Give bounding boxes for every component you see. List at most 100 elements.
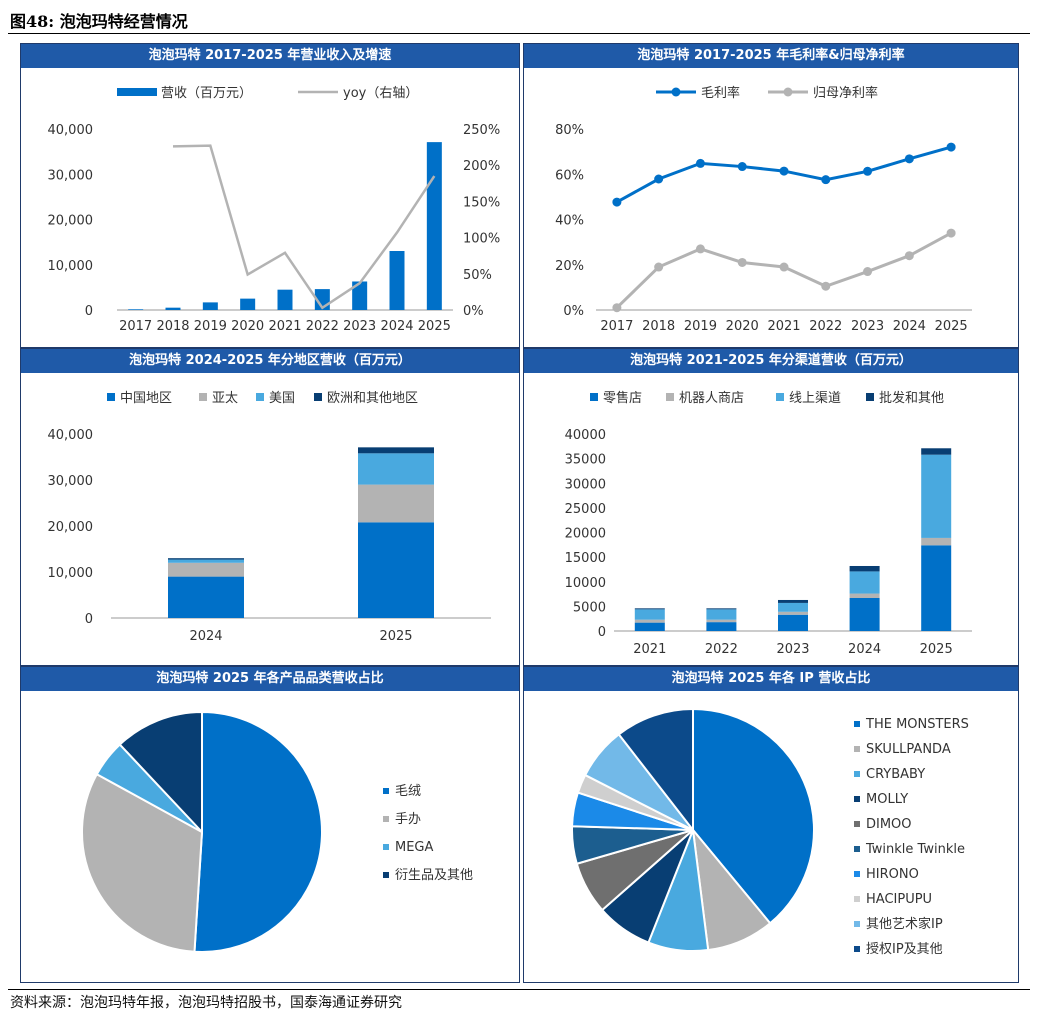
data-point <box>821 175 831 185</box>
x-tick-label: 2025 <box>379 629 412 644</box>
data-point <box>779 262 789 272</box>
stacked-bar-segment <box>634 619 665 623</box>
revenue-bar <box>426 142 442 310</box>
x-tick-label: 2018 <box>642 319 675 334</box>
legend-label: Twinkle Twinkle <box>865 842 965 857</box>
legend-label: 手办 <box>395 812 421 827</box>
y-tick-label: 0 <box>85 612 93 627</box>
stacked-bar-segment <box>168 558 244 560</box>
legend-label: HACIPUPU <box>866 892 932 907</box>
revenue-bar <box>352 281 368 310</box>
stacked-bar-segment <box>921 537 952 546</box>
y-tick-label: 40000 <box>565 428 606 443</box>
data-point <box>863 267 873 277</box>
y-right-tick-label: 50% <box>463 268 492 283</box>
legend-swatch <box>383 788 389 794</box>
data-point <box>654 174 664 184</box>
data-point <box>737 257 747 267</box>
legend-label: 衍生品及其他 <box>395 868 473 883</box>
legend-swatch <box>199 393 207 401</box>
y-tick-label: 15000 <box>565 551 606 566</box>
x-tick-label: 2021 <box>767 319 800 334</box>
y-right-tick-label: 150% <box>463 195 500 210</box>
data-point <box>695 244 705 254</box>
y-tick-label: 20% <box>555 259 584 274</box>
y-tick-label: 20000 <box>565 527 606 542</box>
x-tick-label: 2025 <box>920 642 953 657</box>
pie-slice <box>81 772 204 953</box>
x-tick-label: 2020 <box>231 319 264 334</box>
stacked-bar-segment <box>168 576 244 618</box>
legend-swatch <box>854 921 860 927</box>
legend-swatch <box>854 871 860 877</box>
legend-label: 批发和其他 <box>879 390 944 406</box>
data-point <box>904 154 914 164</box>
pie-slice <box>692 707 815 925</box>
panel-margins: 泡泡玛特 2017-2025 年毛利率&归母净利率 0% 20% 40% 60% 80%… <box>523 43 1019 348</box>
y-tick-label: 40,000 <box>48 428 94 443</box>
legend-swatch <box>854 771 860 777</box>
stacked-bar-segment <box>849 565 880 572</box>
y-tick-label: 30000 <box>565 477 606 492</box>
y-tick-label: 60% <box>555 168 584 183</box>
stacked-bar-segment <box>634 622 665 631</box>
y-left-tick-label: 30,000 <box>48 168 94 183</box>
revenue-bar <box>277 289 293 310</box>
data-point <box>612 303 622 313</box>
legend-label: 归母净利率 <box>813 85 878 101</box>
data-point <box>612 197 622 207</box>
y-tick-label: 20,000 <box>48 520 94 535</box>
ip-chart: THE MONSTERS SKULLPANDA CRYBABY MOLLY DIMOO T… <box>571 707 969 957</box>
data-point <box>779 166 789 176</box>
revenue-chart: 0 10,000 20,000 30,000 40,000 0% 50% 100% 150% 20… <box>48 86 501 334</box>
stacked-bar-segment <box>921 545 952 631</box>
panel-title: 泡泡玛特 2025 年各 IP 营收占比 <box>524 667 1018 691</box>
panel-title: 泡泡玛特 2021-2025 年分渠道营收（百万元） <box>524 349 1018 373</box>
revenue-bar <box>165 307 181 310</box>
stacked-bar-segment <box>358 484 434 523</box>
legend-label: 零售店 <box>603 390 642 406</box>
x-tick-label: 2020 <box>726 319 759 334</box>
legend-swatch <box>107 393 115 401</box>
y-tick-label: 10,000 <box>48 566 94 581</box>
stacked-bar-segment <box>634 609 665 620</box>
legend-swatch <box>383 816 389 822</box>
x-tick-label: 2024 <box>380 319 413 334</box>
y-left-tick-label: 0 <box>85 304 93 319</box>
x-tick-label: 2024 <box>189 629 222 644</box>
stacked-bar-segment <box>358 453 434 485</box>
stacked-bar-segment <box>921 454 952 538</box>
x-tick-label: 2023 <box>851 319 884 334</box>
legend-swatch <box>854 946 860 952</box>
y-tick-label: 35000 <box>565 453 606 468</box>
data-point <box>654 262 664 272</box>
legend-swatch <box>866 393 874 401</box>
legend-swatch <box>666 393 674 401</box>
legend-swatch <box>383 844 389 850</box>
y-tick-label: 40% <box>555 214 584 229</box>
legend-swatch <box>776 393 784 401</box>
stacked-bar-segment <box>706 622 737 631</box>
source-note: 资料来源：泡泡玛特年报，泡泡玛特招股书，国泰海通证券研究 <box>10 995 402 1011</box>
x-tick-label: 2022 <box>705 642 738 657</box>
legend-label: CRYBABY <box>866 767 925 782</box>
x-tick-label: 2017 <box>600 319 633 334</box>
top-rule <box>8 33 1030 34</box>
x-tick-label: 2025 <box>935 319 968 334</box>
y-tick-label: 80% <box>555 123 584 138</box>
revenue-bar <box>240 298 256 310</box>
data-point <box>904 251 914 261</box>
legend-label: yoy（右轴） <box>343 86 418 101</box>
y-right-tick-label: 200% <box>463 159 500 174</box>
stacked-bar-segment <box>921 448 952 455</box>
y-tick-label: 10000 <box>565 576 606 591</box>
stacked-bar-segment <box>168 562 244 577</box>
legend-label: 其他艺术家IP <box>866 916 943 932</box>
legend-label: MOLLY <box>866 792 908 807</box>
legend-label: SKULLPANDA <box>866 742 951 757</box>
y-tick-label: 25000 <box>565 502 606 517</box>
x-tick-label: 2023 <box>343 319 376 334</box>
x-tick-label: 2024 <box>893 319 926 334</box>
panel-product: 泡泡玛特 2025 年各产品品类营收占比 毛绒 手办 MEGA 衍生品及其他 <box>20 666 520 983</box>
